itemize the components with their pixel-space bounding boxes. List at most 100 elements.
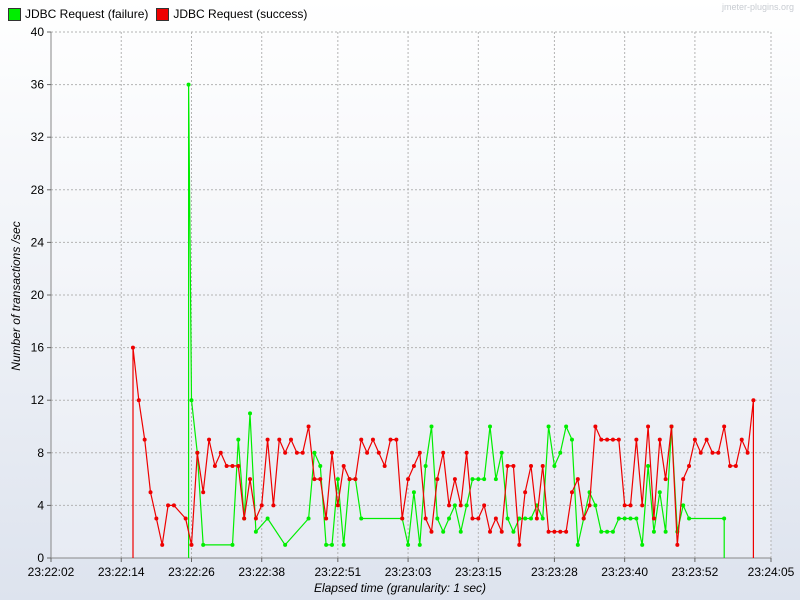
data-point: [417, 450, 422, 455]
data-point: [610, 437, 615, 442]
data-point: [335, 503, 340, 508]
data-point: [318, 463, 323, 468]
y-tick-label: 24: [31, 235, 45, 249]
legend-swatch-failure: [8, 7, 21, 21]
data-point: [306, 516, 311, 521]
data-point: [259, 503, 264, 508]
data-point: [540, 516, 545, 521]
data-point: [283, 450, 288, 455]
data-point: [681, 503, 686, 508]
data-point: [388, 437, 393, 442]
data-point: [634, 516, 639, 521]
data-point: [587, 503, 592, 508]
data-point: [751, 398, 756, 403]
data-point: [622, 503, 627, 508]
data-point: [441, 450, 446, 455]
data-point: [605, 529, 610, 534]
data-point: [236, 437, 241, 442]
x-tick-label: 23:23:52: [672, 565, 719, 579]
data-point: [634, 437, 639, 442]
data-point: [406, 477, 411, 482]
data-point: [499, 529, 504, 534]
data-point: [493, 516, 498, 521]
data-point: [183, 516, 188, 521]
data-point: [529, 516, 533, 521]
data-point: [212, 463, 217, 468]
data-point: [411, 463, 416, 468]
legend-item-failure[interactable]: JDBC Request (failure): [8, 7, 148, 21]
legend-swatch-success: [156, 7, 170, 21]
data-point: [646, 424, 651, 429]
data-point: [464, 503, 469, 508]
data-point: [616, 437, 621, 442]
data-point: [186, 82, 191, 87]
data-point: [470, 516, 475, 521]
watermark: jmeter-plugins.org: [721, 2, 794, 12]
data-point: [289, 437, 293, 442]
data-point: [651, 516, 656, 521]
data-point: [687, 516, 692, 521]
data-point: [663, 529, 668, 534]
legend-label-success: JDBC Request (success): [173, 7, 308, 21]
data-point: [458, 529, 463, 534]
data-point: [687, 463, 692, 468]
data-point: [517, 542, 522, 547]
data-point: [464, 450, 469, 455]
data-point: [452, 477, 457, 482]
data-point: [675, 542, 680, 547]
data-point: [640, 503, 645, 508]
data-point: [283, 542, 288, 547]
data-point: [411, 490, 416, 495]
x-tick-label: 23:22:02: [28, 565, 75, 579]
data-point: [341, 542, 346, 547]
data-point: [435, 477, 440, 482]
data-point: [195, 450, 200, 455]
data-point: [581, 516, 586, 521]
data-point: [207, 437, 212, 442]
data-point: [651, 529, 656, 534]
data-point: [733, 463, 738, 468]
data-point: [329, 450, 334, 455]
y-axis-title: Number of transactions /sec: [9, 221, 23, 371]
data-point: [575, 477, 580, 482]
data-point: [552, 529, 557, 534]
y-tick-label: 40: [31, 25, 45, 39]
data-point: [482, 503, 487, 508]
data-point: [324, 516, 329, 521]
data-point: [476, 477, 481, 482]
data-point: [382, 463, 387, 468]
data-point: [423, 516, 428, 521]
data-point: [564, 529, 569, 534]
legend-item-success[interactable]: JDBC Request (success): [156, 7, 307, 21]
data-point: [564, 424, 569, 429]
data-point: [300, 450, 305, 455]
data-point: [523, 490, 528, 495]
data-point: [657, 437, 662, 442]
x-tick-label: 23:23:03: [385, 565, 432, 579]
data-point: [447, 503, 452, 508]
data-point: [599, 437, 604, 442]
data-point: [628, 503, 633, 508]
data-point: [306, 424, 311, 429]
data-point: [722, 516, 727, 521]
data-point: [716, 450, 721, 455]
data-point: [394, 437, 399, 442]
data-point: [359, 437, 364, 442]
data-point: [452, 503, 457, 508]
data-point: [710, 450, 715, 455]
y-tick-label: 4: [37, 498, 44, 512]
data-point: [476, 516, 481, 521]
data-point: [534, 516, 539, 521]
y-tick-label: 36: [31, 78, 45, 92]
data-point: [546, 424, 551, 429]
data-point: [529, 463, 533, 468]
x-tick-label: 23:23:40: [601, 565, 648, 579]
data-point: [470, 477, 475, 482]
data-point: [365, 450, 370, 455]
data-point: [347, 477, 352, 482]
data-point: [488, 529, 493, 534]
data-point: [359, 516, 364, 521]
data-point: [569, 490, 574, 495]
x-tick-label: 23:22:14: [98, 565, 145, 579]
